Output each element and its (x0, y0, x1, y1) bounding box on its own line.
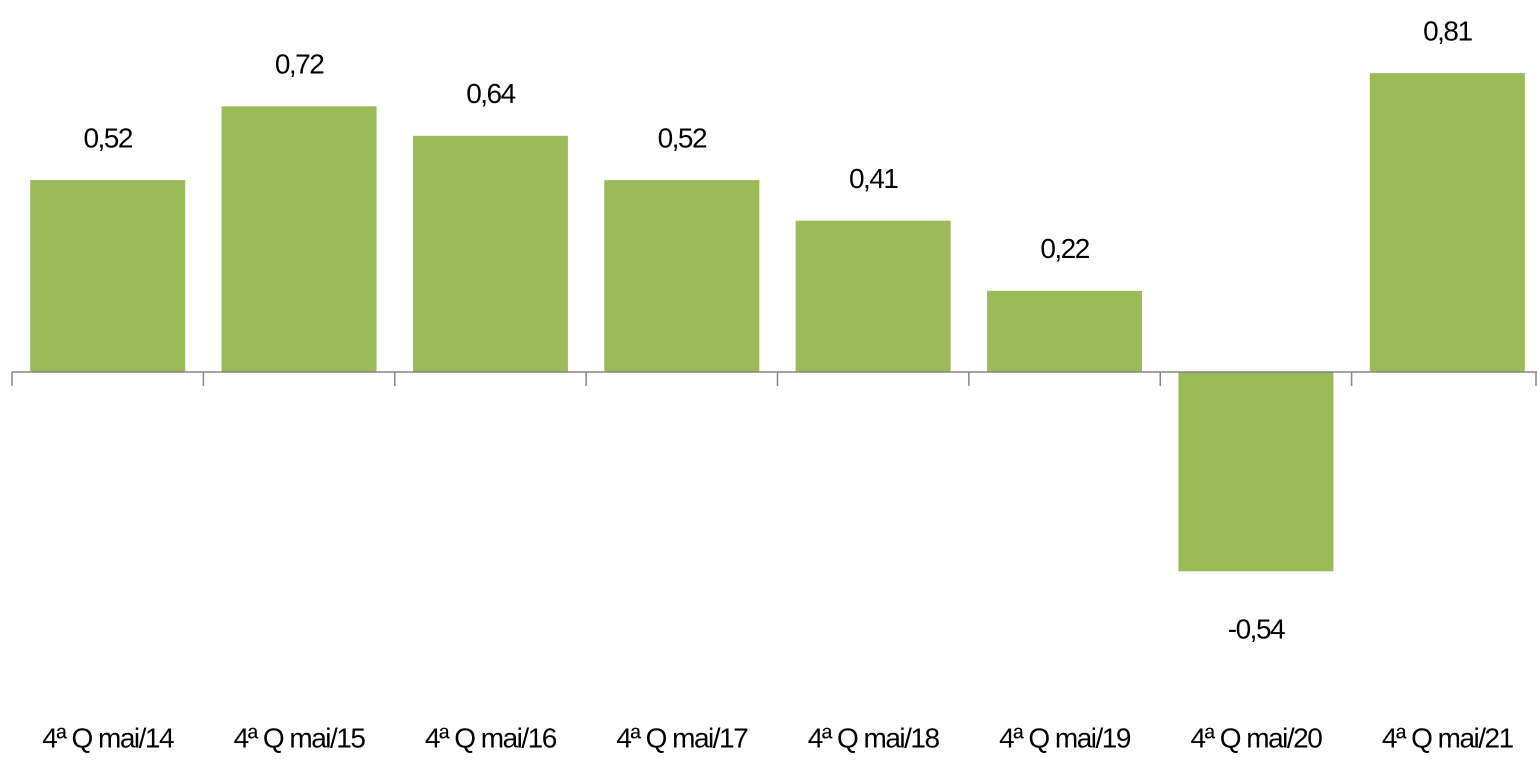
bar (412, 135, 568, 372)
x-tick-label: 4ª Q mai/15 (234, 722, 366, 753)
data-label: 0,72 (275, 49, 324, 80)
x-tick-label: 4ª Q mai/14 (42, 722, 174, 753)
x-tick-label: 4ª Q mai/21 (1382, 722, 1514, 753)
data-label: 0,64 (466, 78, 515, 109)
bar (1369, 73, 1525, 373)
bar (795, 220, 951, 372)
bar (221, 106, 377, 372)
x-tick-label: 4ª Q mai/19 (999, 722, 1131, 753)
data-label: 0,81 (1423, 16, 1472, 47)
data-label: 0,22 (1040, 233, 1089, 264)
x-tick-label: 4ª Q mai/16 (425, 722, 557, 753)
data-label: -0,54 (1228, 614, 1285, 645)
data-label: 0,41 (849, 163, 898, 194)
x-tick-label: 4ª Q mai/17 (616, 722, 748, 753)
x-tick-label: 4ª Q mai/20 (1191, 722, 1323, 753)
bar (604, 180, 760, 372)
x-tick-label: 4ª Q mai/18 (808, 722, 940, 753)
bar (1178, 372, 1334, 572)
data-label: 0,52 (658, 123, 707, 154)
data-label: 0,52 (83, 123, 132, 154)
bar (987, 290, 1143, 372)
bar (30, 180, 186, 372)
